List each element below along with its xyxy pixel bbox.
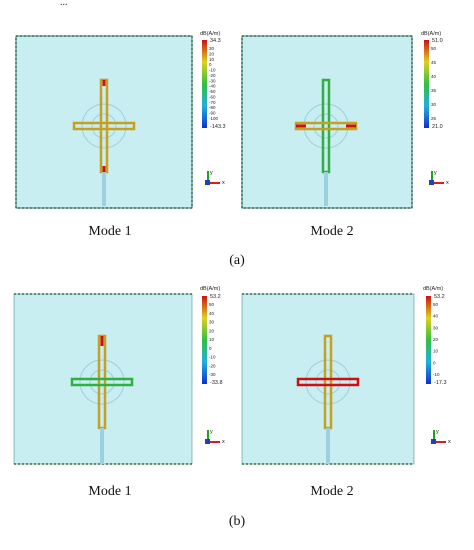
colorbar-min: -143.3 bbox=[210, 124, 226, 130]
colorbar-tick: 20 bbox=[209, 51, 215, 56]
colorbar-tick: -70 bbox=[209, 100, 216, 105]
colorbar-tick: 10 bbox=[209, 57, 215, 62]
axis-label-x: x bbox=[222, 180, 225, 186]
colorbar-tick: 10 bbox=[209, 337, 215, 342]
axis-triad bbox=[205, 171, 220, 185]
colorbar-tick: 50 bbox=[431, 46, 437, 51]
field-plot-b-mode1: 50 40 30 20 10 0 -10 -20 -30 dB(A/m) 53.2 -33.8 … bbox=[10, 282, 240, 472]
colorbar-tick: 50 bbox=[209, 302, 215, 307]
subfigure-label-a: (a) bbox=[229, 253, 245, 268]
axis-label-x: x bbox=[222, 439, 225, 445]
colorbar-tick: 0 bbox=[209, 346, 212, 351]
subfigure-label-b: (b) bbox=[228, 514, 246, 529]
axis-label-y: y bbox=[210, 170, 213, 176]
colorbar-tick: -90 bbox=[209, 111, 216, 116]
axis-label-y: y bbox=[436, 429, 439, 435]
colorbar-tick: -60 bbox=[209, 94, 216, 99]
axis-label-y: y bbox=[434, 170, 437, 176]
colorbar-tick: 45 bbox=[431, 60, 437, 65]
colorbar-tick: 40 bbox=[433, 314, 439, 319]
mode-label: Mode 2 bbox=[310, 224, 354, 239]
colorbar-tick: 50 bbox=[433, 302, 439, 307]
colorbar-min: -33.8 bbox=[210, 380, 223, 386]
colorbar-tick: -40 bbox=[209, 84, 216, 89]
colorbar-min: -17.3 bbox=[434, 380, 447, 386]
colorbar-min: 21.0 bbox=[432, 124, 443, 130]
colorbar-title: dB(A/m) bbox=[421, 31, 442, 37]
colorbar-tick: 40 bbox=[431, 74, 437, 79]
colorbar-title: dB(A/m) bbox=[423, 286, 444, 292]
colorbar-max: 51.0 bbox=[432, 38, 443, 44]
colorbar-tick: 30 bbox=[209, 46, 215, 51]
colorbar-tick: 0 bbox=[209, 62, 212, 67]
colorbar-tick: 30 bbox=[433, 325, 439, 330]
colorbar-title: dB(A/m) bbox=[200, 286, 221, 292]
colorbar-max: 53.2 bbox=[434, 294, 445, 300]
colorbar-tick: 40 bbox=[209, 311, 215, 316]
axis-label-x: x bbox=[446, 180, 449, 186]
colorbar-title: dB(A/m) bbox=[200, 31, 221, 37]
colorbar-tick: 35 bbox=[431, 88, 437, 93]
colorbar-tick: 10 bbox=[433, 349, 439, 354]
field-plot-a-mode2: 50 45 40 35 30 25 dB(A/m) 51.0 21.0 y x bbox=[238, 28, 468, 218]
field-plot-a-mode1: 30 20 10 0 -10 -20 -30 -40 -50 -60 -70 -80 -90 -100 d… bbox=[10, 28, 240, 218]
field-plot-b-mode2: 50 40 30 20 10 0 -10 dB(A/m) 53.2 -17.3 y x bbox=[238, 282, 468, 472]
mode-label: Mode 1 bbox=[88, 224, 132, 239]
mode-label: Mode 1 bbox=[88, 484, 132, 499]
colorbar-tick: 0 bbox=[433, 360, 436, 365]
colorbar-tick: -10 bbox=[209, 355, 216, 360]
colorbar-tick: 20 bbox=[433, 337, 439, 342]
colorbar-tick: -20 bbox=[209, 73, 216, 78]
colorbar-tick: 30 bbox=[431, 102, 437, 107]
colorbar-tick: 20 bbox=[209, 328, 215, 333]
colorbar-max: 34.3 bbox=[210, 38, 221, 44]
colorbar-tick: 30 bbox=[209, 320, 215, 325]
colorbar-tick: -20 bbox=[209, 363, 216, 368]
top-caption-fragment: ... bbox=[60, 0, 68, 8]
colorbar-tick: 25 bbox=[431, 116, 437, 121]
colorbar-max: 53.2 bbox=[210, 294, 221, 300]
mode-label: Mode 2 bbox=[310, 484, 354, 499]
axis-label-x: x bbox=[448, 439, 451, 445]
colorbar-tick: -100 bbox=[209, 116, 219, 121]
axis-label-y: y bbox=[210, 429, 213, 435]
colorbar-tick: -30 bbox=[209, 372, 216, 377]
colorbar-tick: -30 bbox=[209, 78, 216, 83]
colorbar-tick: -10 bbox=[209, 68, 216, 73]
colorbar-tick: -50 bbox=[209, 89, 216, 94]
colorbar-tick: -10 bbox=[433, 372, 440, 377]
colorbar-tick: -80 bbox=[209, 105, 216, 110]
